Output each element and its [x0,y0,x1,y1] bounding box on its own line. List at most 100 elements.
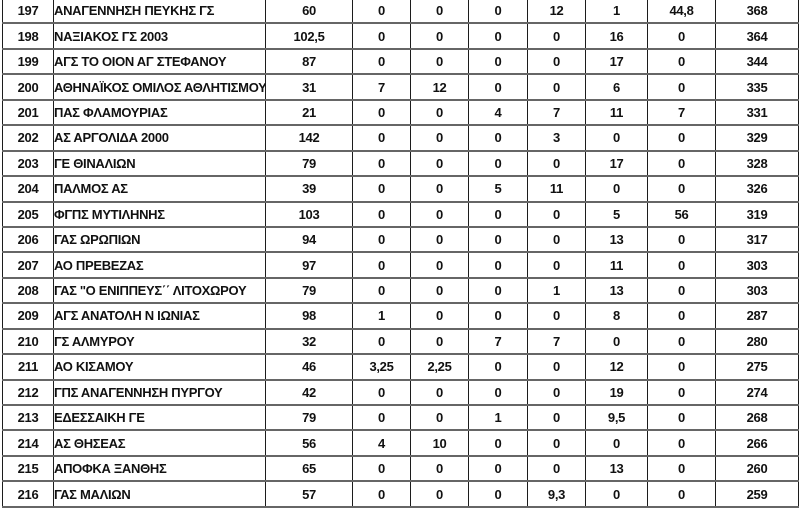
value-cell: 2,25 [410,353,469,381]
club-name-cell: ΓΑΣ ''Ο ΕΝΙΠΠΕΥΣ΄΄ ΛΙΤΟΧΩΡΟΥ [53,276,266,305]
total-cell: 268 [715,403,799,432]
table-row: 199 ΑΓΣ ΤΟ ΟΙΟΝ ΑΓ ΣΤΕΦΑΝΟΥ 87 0 0 0 0 1… [2,47,799,76]
table-row: 206 ΓΑΣ ΩΡΩΠΙΩΝ 94 0 0 0 0 13 0 317 [2,225,799,254]
value-cell: 7 [647,98,716,127]
table-row: 198 ΝΑΞΙΑΚΟΣ ΓΣ 2003 102,5 0 0 0 0 16 0 … [2,22,799,50]
value-cell: 7 [527,98,586,127]
value-cell: 1 [527,276,586,305]
value-cell: 0 [468,0,528,25]
value-cell: 0 [352,251,411,279]
value-cell: 0 [585,175,648,203]
value-cell: 39 [265,175,353,203]
value-cell: 0 [410,403,469,432]
value-cell: 0 [410,22,469,50]
value-cell: 0 [468,454,528,483]
value-cell: 0 [468,149,528,178]
value-cell: 79 [265,149,353,178]
value-cell: 0 [352,175,411,203]
value-cell: 0 [468,353,528,381]
rank-cell: 212 [2,378,54,407]
total-cell: 335 [715,73,799,101]
total-cell: 259 [715,480,799,508]
value-cell: 0 [468,124,528,152]
value-cell: 103 [265,200,353,228]
value-cell: 0 [527,353,586,381]
value-cell: 10 [410,429,469,457]
value-cell: 0 [585,480,648,508]
value-cell: 56 [265,429,353,457]
table-row: 207 ΑΟ ΠΡΕΒΕΖΑΣ 97 0 0 0 0 11 0 303 [2,251,799,279]
value-cell: 0 [647,353,716,381]
value-cell: 6 [585,73,648,101]
value-cell: 0 [647,454,716,483]
value-cell: 0 [352,22,411,50]
rank-cell: 204 [2,175,54,203]
value-cell: 0 [527,47,586,76]
value-cell: 0 [647,175,716,203]
club-name-cell: ΠΑΛΜΟΣ ΑΣ [53,175,266,203]
table-row: 213 ΕΔΕΣΣΑΙΚΗ ΓΕ 79 0 0 1 0 9,5 0 268 [2,403,799,432]
value-cell: 0 [647,124,716,152]
value-cell: 0 [410,124,469,152]
value-cell: 0 [585,124,648,152]
table-row: 215 ΑΠΟΦΚΑ ΞΑΝΘΗΣ 65 0 0 0 0 13 0 260 [2,454,799,483]
value-cell: 0 [410,480,469,508]
value-cell: 0 [410,200,469,228]
value-cell: 31 [265,73,353,101]
total-cell: 266 [715,429,799,457]
value-cell: 0 [468,378,528,407]
club-name-cell: ΑΘΗΝΑΪΚΟΣ ΟΜΙΛΟΣ ΑΘΛΗΤΙΣΜΟΥ [53,73,266,101]
club-name-cell: ΓΑΣ ΜΑΛΙΩΝ [53,480,266,508]
value-cell: 11 [585,251,648,279]
total-cell: 280 [715,327,799,356]
value-cell: 13 [585,276,648,305]
value-cell: 42 [265,378,353,407]
value-cell: 0 [647,480,716,508]
value-cell: 102,5 [265,22,353,50]
value-cell: 8 [585,302,648,330]
value-cell: 0 [647,276,716,305]
value-cell: 0 [410,454,469,483]
club-name-cell: ΑΝΑΓΕΝΝΗΣΗ ΠΕΥΚΗΣ ΓΣ [53,0,266,25]
club-name-cell: ΑΟ ΚΙΣΑΜΟΥ [53,353,266,381]
value-cell: 11 [527,175,586,203]
value-cell: 0 [352,403,411,432]
club-name-cell: ΑΓΣ ΤΟ ΟΙΟΝ ΑΓ ΣΤΕΦΑΝΟΥ [53,47,266,76]
rank-cell: 197 [2,0,54,25]
value-cell: 9,3 [527,480,586,508]
rank-cell: 211 [2,353,54,381]
table-row: 208 ΓΑΣ ''Ο ΕΝΙΠΠΕΥΣ΄΄ ΛΙΤΟΧΩΡΟΥ 79 0 0 … [2,276,799,305]
value-cell: 0 [585,327,648,356]
value-cell: 7 [527,327,586,356]
value-cell: 17 [585,47,648,76]
rank-cell: 203 [2,149,54,178]
value-cell: 0 [410,0,469,25]
value-cell: 0 [410,149,469,178]
club-name-cell: ΑΠΟΦΚΑ ΞΑΝΘΗΣ [53,454,266,483]
value-cell: 0 [352,276,411,305]
value-cell: 0 [468,480,528,508]
value-cell: 1 [352,302,411,330]
value-cell: 0 [647,225,716,254]
table-row: 201 ΠΑΣ ΦΛΑΜΟΥΡΙΑΣ 21 0 0 4 7 11 7 331 [2,98,799,127]
table-row: 197 ΑΝΑΓΕΝΝΗΣΗ ΠΕΥΚΗΣ ΓΣ 60 0 0 0 12 1 4… [2,0,799,25]
club-name-cell: ΓΕ ΘΙΝΑΛΙΩΝ [53,149,266,178]
value-cell: 5 [585,200,648,228]
value-cell: 0 [527,22,586,50]
rank-cell: 201 [2,98,54,127]
table-row: 205 ΦΓΠΣ ΜΥΤΙΛΗΝΗΣ 103 0 0 0 0 5 56 319 [2,200,799,228]
value-cell: 32 [265,327,353,356]
value-cell: 16 [585,22,648,50]
value-cell: 94 [265,225,353,254]
club-name-cell: ΑΓΣ ΑΝΑΤΟΛΗ Ν ΙΩΝΙΑΣ [53,302,266,330]
table-row: 204 ΠΑΛΜΟΣ ΑΣ 39 0 0 5 11 0 0 326 [2,175,799,203]
table-row: 210 ΓΣ ΑΛΜΥΡΟΥ 32 0 0 7 7 0 0 280 [2,327,799,356]
value-cell: 0 [527,454,586,483]
value-cell: 1 [585,0,648,25]
value-cell: 0 [352,378,411,407]
total-cell: 364 [715,22,799,50]
value-cell: 0 [410,225,469,254]
club-name-cell: ΓΣ ΑΛΜΥΡΟΥ [53,327,266,356]
rank-cell: 198 [2,22,54,50]
